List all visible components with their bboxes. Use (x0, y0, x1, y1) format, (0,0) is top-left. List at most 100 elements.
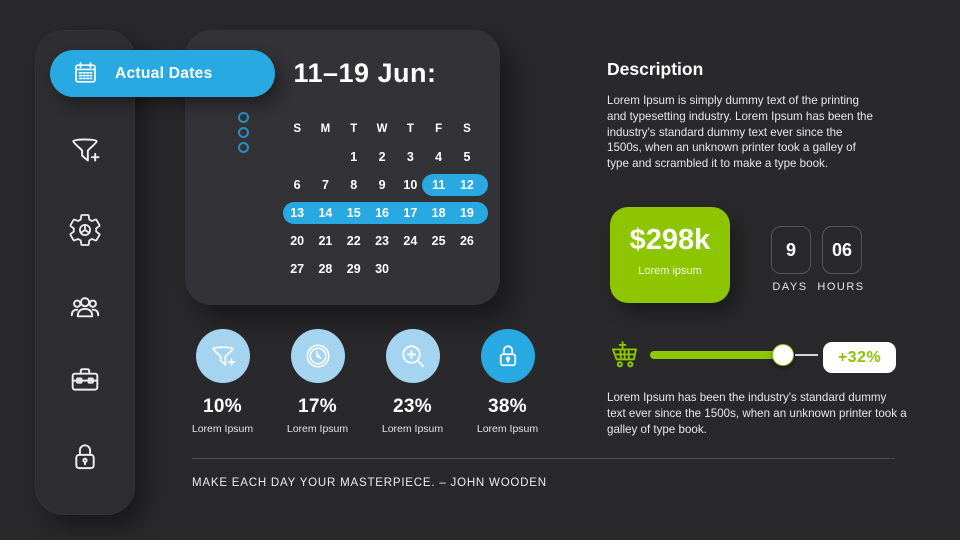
day-header: T (350, 123, 358, 135)
calendar-week-row: 27 28 29 30 (283, 255, 483, 283)
calendar-day[interactable]: 3 (406, 150, 414, 164)
zoom-in-icon (385, 329, 440, 383)
stat-item: 23% Lorem Ipsum (365, 329, 460, 435)
calendar-day[interactable]: 26 (459, 234, 474, 248)
days-box: 9 (771, 226, 811, 274)
stat-label: Lorem Ipsum (476, 423, 539, 435)
sidebar-item-filter[interactable] (67, 132, 103, 168)
calendar-day[interactable]: 6 (293, 178, 301, 192)
calendar-week-row: 20 21 22 23 24 25 26 (283, 227, 483, 255)
briefcase-icon (67, 362, 103, 398)
calendar-week-row: 13 14 15 16 17 18 19 (283, 199, 488, 227)
note-body: Lorem Ipsum has been the industry's stan… (607, 391, 907, 436)
filter-add-icon (195, 329, 250, 383)
calendar-day[interactable]: 16 (375, 206, 389, 220)
slider-value-badge: +32% (823, 342, 896, 373)
sidebar-item-people[interactable] (67, 289, 103, 325)
day-header: S (463, 123, 471, 135)
calendar-day[interactable]: 5 (463, 150, 471, 164)
stat-item: 38% Lorem Ipsum (460, 329, 555, 435)
sidebar-item-settings[interactable] (67, 212, 103, 248)
calendar-icon (72, 60, 99, 87)
lock-icon (67, 439, 103, 475)
calendar-day[interactable]: 28 (318, 262, 333, 276)
calendar-title: 11–19 Jun: (293, 58, 437, 88)
calendar-day[interactable]: 19 (459, 206, 474, 220)
calendar-day[interactable]: 22 (346, 234, 361, 248)
day-header: W (376, 123, 388, 135)
calendar-day[interactable]: 4 (435, 150, 443, 164)
day-header: M (320, 123, 331, 135)
calendar-day[interactable]: 12 (459, 178, 474, 192)
slider-rest (795, 354, 818, 356)
calendar-grid: S M T W T F S 1 2 3 4 5 6 7 8 (283, 115, 488, 283)
sidebar-item-actual-dates[interactable]: Actual Dates (50, 50, 275, 97)
slider-fill (650, 351, 790, 359)
calendar-week-row: 6 7 8 9 10 11 12 (283, 171, 488, 199)
calendar-day[interactable]: 24 (403, 234, 418, 248)
stat-item: 17% Lorem Ipsum (270, 329, 365, 435)
description-heading: Description (607, 59, 704, 79)
sidebar-item-briefcase[interactable] (67, 362, 103, 398)
calendar-day[interactable]: 18 (431, 206, 446, 220)
hours-box: 06 (822, 226, 862, 274)
calendar-day[interactable]: 8 (350, 178, 358, 192)
calendar-day[interactable]: 14 (318, 206, 333, 220)
gear-icon (67, 212, 103, 248)
calendar-day[interactable]: 11 (432, 178, 446, 192)
days-value: 9 (785, 239, 796, 260)
calendar-day[interactable]: 21 (318, 234, 333, 248)
stat-percent: 23% (393, 396, 432, 417)
people-icon (67, 289, 103, 325)
price-value: $298k (629, 224, 711, 256)
stat-label: Lorem Ipsum (191, 423, 254, 435)
calendar-week-row: 1 2 3 4 5 (283, 143, 483, 171)
calendar-day[interactable]: 15 (346, 206, 361, 220)
slider-handle[interactable] (772, 344, 794, 366)
selected-range-pill (422, 174, 488, 196)
calendar-day[interactable]: 10 (403, 178, 418, 192)
selected-range-pill (283, 202, 488, 224)
calendar-day[interactable]: 25 (431, 234, 446, 248)
quote-text: MAKE EACH DAY YOUR MASTERPIECE. – JOHN W… (192, 477, 547, 489)
calendar-day[interactable]: 17 (403, 206, 418, 220)
filter-add-icon (67, 132, 103, 168)
day-header: F (435, 123, 443, 135)
stat-label: Lorem Ipsum (286, 423, 349, 435)
calendar-day[interactable]: 30 (375, 262, 389, 276)
calendar-day[interactable]: 23 (375, 234, 389, 248)
stat-percent: 38% (488, 396, 527, 417)
stopwatch-icon (290, 329, 345, 383)
sidebar-item-lock[interactable] (67, 439, 103, 475)
price-card: $298k Lorem ipsum (610, 207, 730, 303)
sidebar (35, 30, 135, 515)
price-label: Lorem ipsum (638, 265, 702, 277)
hours-label: HOURS (817, 281, 865, 293)
calendar-day[interactable]: 20 (290, 234, 305, 248)
stat-percent: 17% (298, 396, 337, 417)
stat-label: Lorem Ipsum (381, 423, 444, 435)
days-label: DAYS (772, 281, 808, 293)
calendar-day[interactable]: 13 (290, 206, 305, 220)
stat-percent: 10% (203, 396, 242, 417)
calendar-day[interactable]: 27 (290, 262, 305, 276)
day-header: T (406, 123, 414, 135)
day-header: S (293, 123, 301, 135)
divider-line (192, 458, 895, 459)
hours-value: 06 (831, 239, 853, 260)
active-nav-label: Actual Dates (115, 64, 213, 82)
dots-decoration (238, 112, 249, 153)
calendar-day[interactable]: 2 (378, 150, 386, 164)
stats-row: 10% Lorem Ipsum 17% Lorem Ipsum (175, 329, 555, 435)
calendar-day[interactable]: 29 (346, 262, 361, 276)
calendar-day[interactable]: 9 (378, 178, 386, 192)
stat-item: 10% Lorem Ipsum (175, 329, 270, 435)
calendar-day[interactable]: 7 (321, 178, 329, 192)
slider-track[interactable] (650, 344, 818, 366)
calendar-header-row: S M T W T F S (283, 115, 483, 143)
calendar-day[interactable]: 1 (350, 150, 358, 164)
description-body: Lorem Ipsum is simply dummy text of the … (607, 94, 873, 171)
lock-icon (480, 329, 535, 383)
cart-plus-icon (608, 339, 641, 372)
